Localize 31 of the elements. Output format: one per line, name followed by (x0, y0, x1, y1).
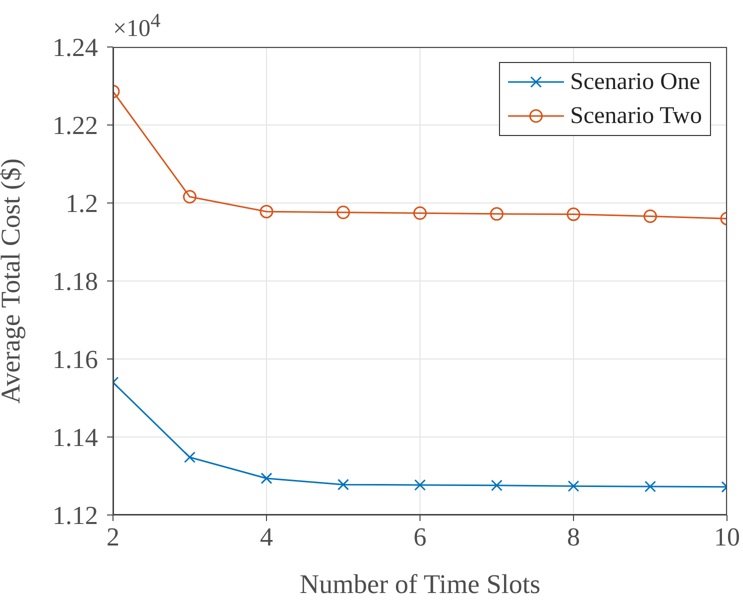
text: ×10$^{4}$ (113, 10, 161, 43)
point (260, 204, 274, 218)
y-tick-label: 1.18 (52, 267, 98, 296)
legend-label: Scenario One (570, 68, 700, 97)
point (566, 208, 580, 222)
y-tick-label: 1.14 (52, 423, 98, 452)
point (336, 206, 350, 220)
y-tick-label: 1.12 (52, 501, 98, 530)
x-tick-label: 10 (714, 522, 740, 552)
x-tick-label: 8 (567, 522, 580, 552)
x-axis-title: Number of Time Slots (300, 569, 540, 599)
y-tick-label: 1.24 (52, 33, 98, 62)
point (413, 206, 427, 220)
point (491, 480, 502, 492)
y-tick-label: 1.2 (66, 189, 98, 218)
x-tick-label: 6 (414, 522, 426, 552)
point (260, 472, 272, 484)
point (490, 207, 504, 221)
point (644, 480, 656, 492)
y-tick-label: 1.16 (52, 345, 98, 374)
point (568, 480, 580, 492)
y-tick-label: 1.22 (52, 111, 98, 140)
point (184, 452, 196, 464)
x-tick-label: 4 (260, 522, 273, 552)
point (183, 190, 196, 204)
y-axis-title: Average Total Cost ($) (0, 158, 26, 404)
legend-label: Scenario Two (570, 102, 702, 131)
x-tick-label: 2 (106, 522, 120, 552)
point (414, 479, 426, 491)
point (644, 210, 657, 224)
point (338, 478, 349, 490)
